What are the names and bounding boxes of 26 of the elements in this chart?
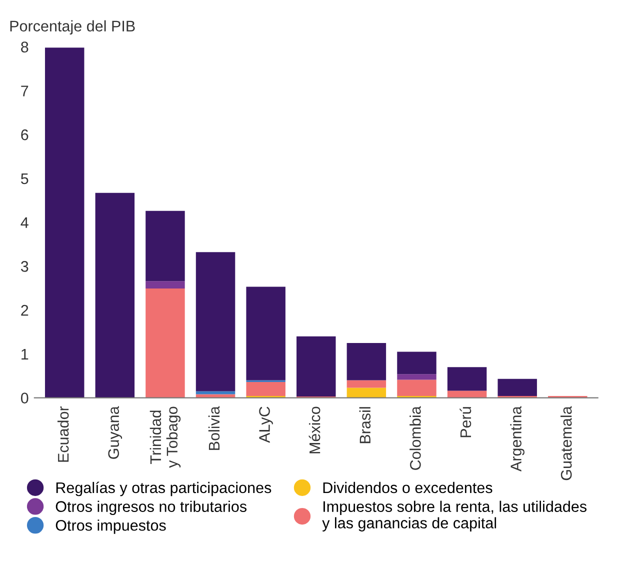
x-tick-label: Trinidad y Tobago	[150, 406, 181, 468]
y-tick-label: 4	[20, 217, 28, 228]
x-tick-label: Guatemala	[560, 406, 572, 480]
y-tick-label: 2	[21, 304, 28, 316]
y-axis-title: Porcentaje del PIB	[10, 20, 135, 35]
legend-label: Regalías y otras participaciones	[56, 482, 272, 496]
x-tick-label: Guyana	[108, 406, 122, 459]
x-tick-label: Argentina	[510, 406, 524, 472]
y-tick-label: 0	[20, 392, 28, 404]
y-tick-label: 1	[22, 348, 28, 360]
legend-label: Impuestos sobre la renta, las utilidades y las ganancias de capital	[322, 500, 587, 532]
x-tick-label: Ecuador	[57, 406, 69, 462]
y-tick-label: 3	[20, 261, 28, 272]
x-tick-label: ALyC	[259, 406, 273, 443]
x-tick-label: Brasil	[359, 407, 371, 444]
y-tick-label: 8	[21, 42, 28, 52]
y-tick-label: 7	[21, 86, 28, 96]
x-tick-label: Colombia	[410, 406, 421, 470]
legend-label: Otros impuestos	[56, 520, 166, 534]
y-tick-label: 5	[20, 173, 28, 184]
x-tick-label: Perú	[460, 407, 472, 438]
x-tick-label: México	[308, 406, 320, 454]
y-tick-label: 6	[21, 129, 28, 140]
legend-label: Dividendos o excedentes	[323, 482, 492, 494]
legend-label: Otros ingresos no tributarios	[56, 500, 246, 515]
x-tick-label: Bolivia	[208, 406, 220, 450]
